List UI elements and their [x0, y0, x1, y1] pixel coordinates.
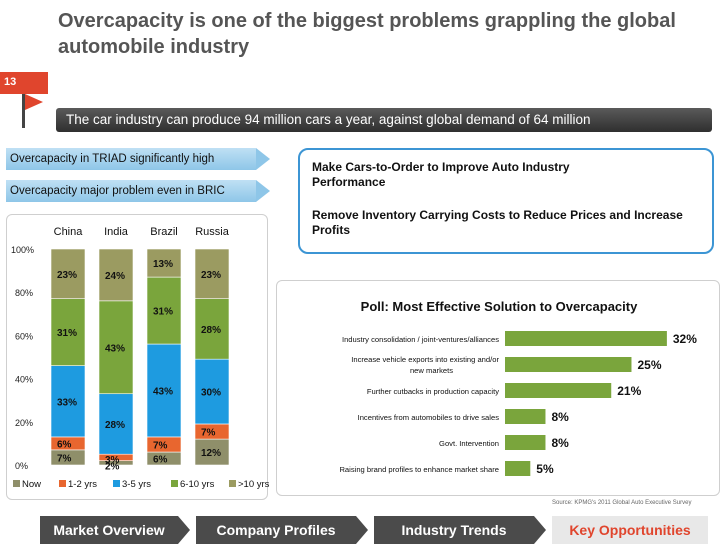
legend-swatch: [59, 480, 66, 487]
legend-swatch: [171, 480, 178, 487]
data-label: 28%: [105, 420, 125, 431]
poll-category-label: Raising brand profiles to enhance market…: [339, 465, 499, 474]
chevron-right-icon: [178, 516, 190, 544]
bar-segment: [146, 343, 182, 438]
legend-swatch: [113, 480, 120, 487]
poll-chart-panel: Poll: Most Effective Solution to Overcap…: [276, 280, 720, 496]
category-label: India: [104, 226, 129, 238]
poll-bar: [505, 383, 612, 398]
source-note: Source: KPMG's 2011 Global Auto Executiv…: [552, 500, 692, 506]
legend-swatch: [229, 480, 236, 487]
legend-label: 3-5 yrs: [122, 479, 151, 490]
data-label: 2%: [105, 462, 120, 473]
data-label: 28%: [201, 325, 221, 336]
bar-segment: [194, 438, 230, 466]
bar-segment: [98, 300, 134, 395]
data-label: 33%: [57, 397, 77, 408]
bar-segment: [194, 298, 230, 360]
data-label: 3%: [105, 455, 120, 466]
poll-category-label: Incentives from automobiles to drive sal…: [358, 413, 500, 422]
poll-bar: [505, 435, 546, 450]
data-label: 23%: [201, 270, 221, 281]
poll-category-label: new markets: [410, 366, 453, 375]
nav-key-opportunities[interactable]: Key Opportunities: [552, 516, 708, 544]
data-label: 43%: [105, 343, 125, 354]
poll-value-label: 25%: [637, 358, 661, 372]
category-label: Brazil: [150, 226, 178, 238]
bar-segment: [50, 248, 86, 299]
bar-segment: [98, 248, 134, 302]
stacked-bar-chart: 0% 20% 40% 60% 80% 100% China India Brazil Russia…: [11, 226, 270, 490]
legend-label: >10 yrs: [238, 479, 269, 490]
flag-cloth: [25, 94, 43, 110]
poll-bar: [505, 409, 546, 424]
legend-swatch: [13, 480, 20, 487]
chevron-right-icon: [356, 516, 368, 544]
flag-icon: [22, 94, 25, 128]
callout-item-1: Make Cars-to-Order to Improve Auto Indus…: [312, 160, 570, 189]
category-label: China: [54, 226, 84, 238]
data-label: 12%: [201, 448, 221, 459]
nav-industry-trends[interactable]: Industry Trends: [374, 516, 534, 544]
poll-value-label: 21%: [617, 384, 641, 398]
tag-bric: Overcapacity major problem even in BRIC: [6, 180, 270, 202]
poll-bar: [505, 461, 531, 476]
data-label: 31%: [153, 307, 173, 318]
poll-category-label: Industry consolidation / joint-ventures/…: [342, 335, 499, 344]
poll-value-label: 5%: [536, 462, 554, 476]
data-label: 7%: [57, 453, 72, 464]
stacked-chart-panel: 0% 20% 40% 60% 80% 100% China India Brazil Russia…: [6, 214, 270, 500]
poll-bar-chart: Poll: Most Effective Solution to Overcap…: [339, 299, 697, 476]
bar-segment: [146, 276, 182, 345]
bar-segment: [50, 298, 86, 366]
poll-category-label: Govt. Intervention: [439, 439, 499, 448]
poll-category-label: Further cutbacks in production capacity: [367, 387, 499, 396]
subtitle-banner: The car industry can produce 94 million …: [56, 108, 712, 132]
data-label: 7%: [153, 440, 168, 451]
y-tick-label: 40%: [15, 375, 33, 385]
legend-label: Now: [22, 479, 41, 490]
bar-segment: [98, 393, 134, 455]
data-label: 31%: [57, 328, 77, 339]
poll-category-label: Increase vehicle exports into existing a…: [351, 355, 499, 364]
bar-segment: [146, 248, 182, 278]
poll-value-label: 8%: [551, 436, 569, 450]
y-tick-label: 0%: [15, 461, 28, 471]
chevron-right-icon: [534, 516, 546, 544]
data-label: 24%: [105, 271, 125, 282]
data-label: 23%: [57, 270, 77, 281]
callout-box: Make Cars-to-Order to Improve Auto Indus…: [298, 148, 714, 254]
bar-segment: [194, 358, 230, 425]
nav-market-overview[interactable]: Market Overview: [40, 516, 178, 544]
slide-number: 13: [4, 76, 17, 88]
bar-segment: [194, 248, 230, 299]
slide-title: Overcapacity is one of the biggest probl…: [58, 10, 676, 58]
nav-company-profiles[interactable]: Company Profiles: [196, 516, 356, 544]
poll-value-label: 8%: [551, 410, 569, 424]
data-label: 7%: [201, 428, 216, 439]
data-label: 13%: [153, 259, 173, 270]
data-label: 6%: [57, 439, 72, 450]
poll-bar: [505, 357, 632, 372]
y-tick-label: 60%: [15, 331, 33, 341]
legend-label: 1-2 yrs: [68, 479, 97, 490]
poll-title: Poll: Most Effective Solution to Overcap…: [361, 299, 638, 314]
tag-triad: Overcapacity in TRIAD significantly high: [6, 148, 270, 170]
poll-bar: [505, 331, 667, 346]
slide-number-bar: [0, 72, 48, 94]
data-label: 43%: [153, 386, 173, 397]
callout-item-2: Remove Inventory Carrying Costs to Reduc…: [312, 208, 683, 237]
bar-segment: [50, 365, 86, 438]
legend-label: 6-10 yrs: [180, 479, 215, 490]
category-label: Russia: [195, 226, 230, 238]
y-tick-label: 20%: [15, 418, 33, 428]
y-tick-label: 80%: [15, 288, 33, 298]
data-label: 30%: [201, 388, 221, 399]
poll-value-label: 32%: [673, 332, 697, 346]
y-tick-label: 100%: [11, 245, 34, 255]
data-label: 6%: [153, 455, 168, 466]
